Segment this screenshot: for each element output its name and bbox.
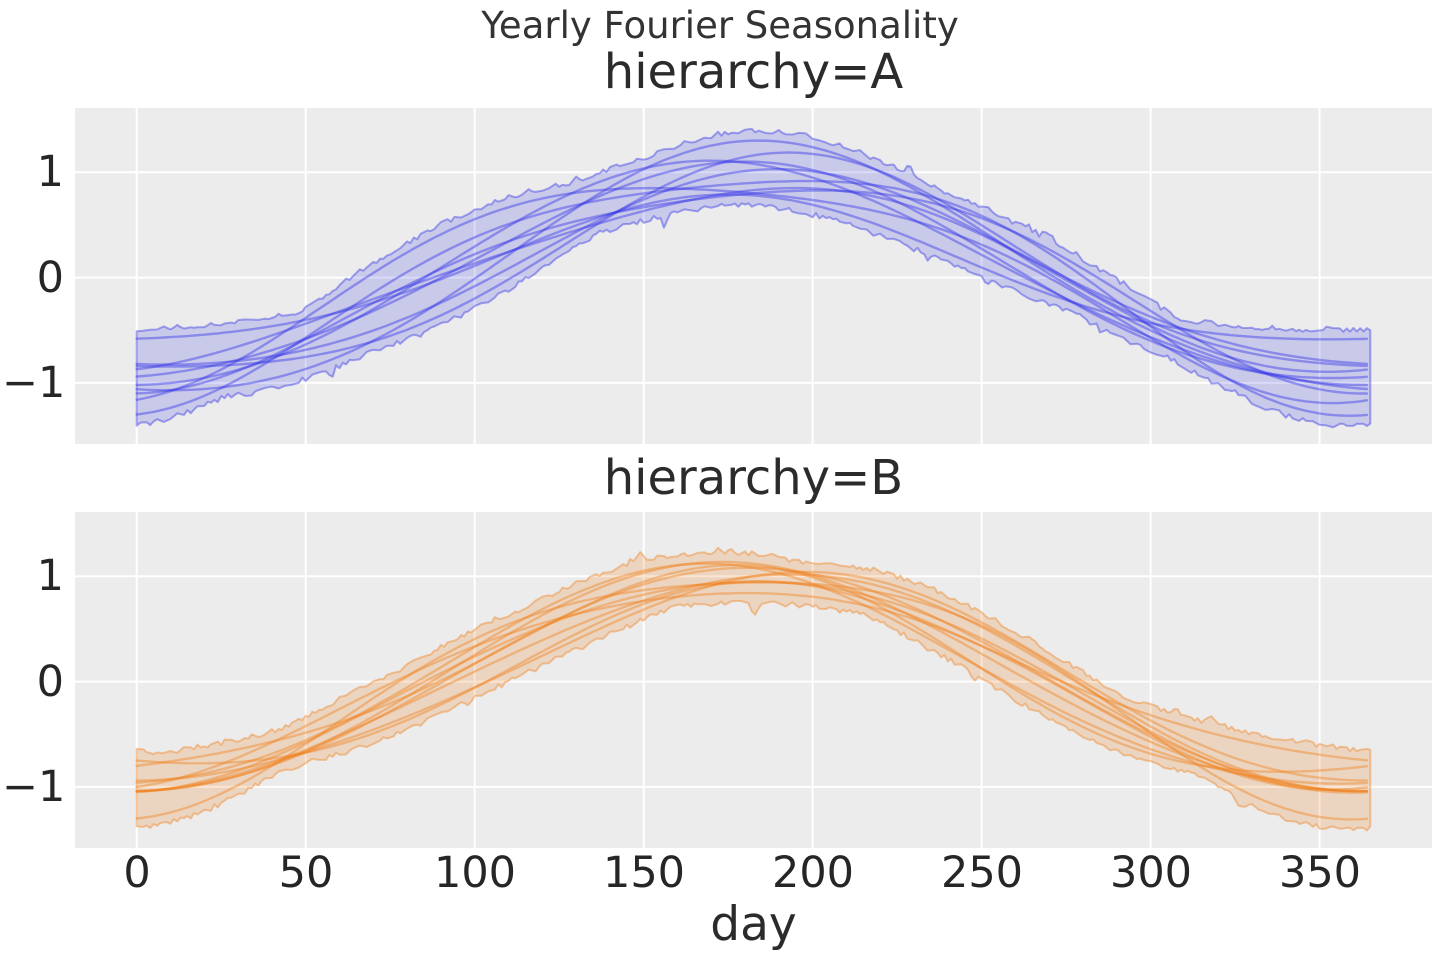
panel-b-sample-curve [135, 566, 1369, 793]
panel-b-y-tick-label: −1 [2, 762, 66, 812]
panel-a-sample-curve [135, 179, 1369, 417]
panel-a-title: hierarchy=A [603, 44, 904, 100]
panel-a-sample-curve [135, 139, 1369, 392]
x-tick-label: 300 [1109, 848, 1193, 898]
panel-a-chart [75, 108, 1432, 444]
x-tick-label: 250 [940, 848, 1024, 898]
panel-a-confidence-band [135, 127, 1372, 429]
x-tick-label: 150 [602, 848, 686, 898]
x-tick-label: 50 [278, 848, 334, 898]
panel-b-sample-curve [135, 560, 1369, 793]
x-axis-label: day [710, 897, 797, 952]
panel-b-y-tick-label: 1 [36, 551, 64, 601]
figure-title: Yearly Fourier Seasonality [481, 4, 959, 47]
panel-b-confidence-band [135, 546, 1372, 832]
panel-b-y-tick-label: 0 [36, 657, 64, 707]
panel-a-y-tick-label: 1 [36, 147, 64, 197]
x-tick-label: 100 [433, 848, 517, 898]
panel-a-y-tick-label: −1 [2, 358, 66, 408]
panel-b-sample-curve [135, 573, 1369, 793]
panel-a-sample-curve [135, 186, 1369, 405]
panel-b-sample-curve [135, 591, 1369, 791]
panel-a-plot-area [75, 108, 1432, 444]
panel-a-sample-curve [135, 189, 1369, 395]
panel-b-sample-curve [135, 580, 1369, 794]
panel-a-y-tick-label: 0 [36, 253, 64, 303]
panel-b-plot-area [75, 512, 1432, 848]
panel-a-sample-curve [135, 193, 1369, 341]
panel-a-sample-curve [135, 186, 1369, 373]
panel-b-sample-curve [135, 581, 1369, 821]
panel-b-chart [75, 512, 1432, 848]
panel-a-sample-curve [135, 159, 1369, 387]
panel-b-sample-curve [135, 570, 1369, 782]
panel-b-sample-curve [135, 580, 1369, 765]
panel-b-sample-curve [135, 562, 1369, 785]
panel-b-title: hierarchy=B [603, 450, 904, 506]
panel-a-sample-curve [135, 151, 1369, 368]
x-tick-label: 350 [1278, 848, 1362, 898]
panel-a-sample-curve [135, 160, 1369, 380]
panel-b-sample-curve [135, 563, 1369, 774]
panel-a-sample-curve [135, 167, 1369, 366]
x-tick-label: 200 [771, 848, 855, 898]
x-tick-label: 0 [123, 848, 151, 898]
